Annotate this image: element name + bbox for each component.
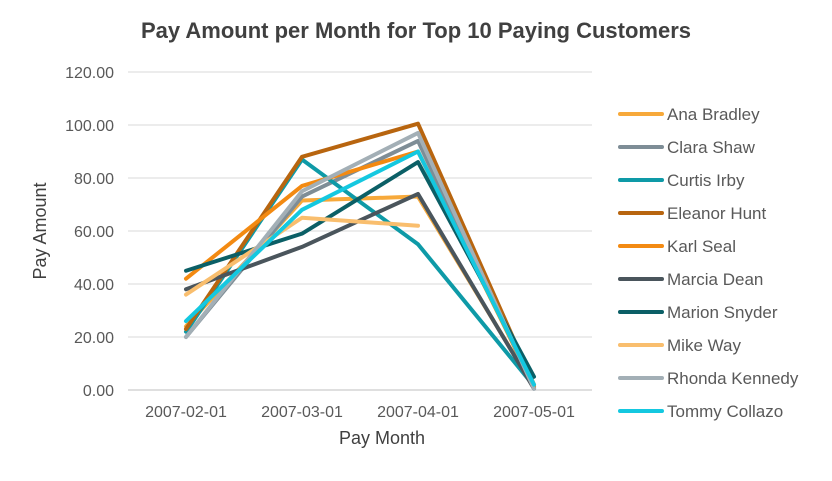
- y-tick-label: 60.00: [74, 224, 114, 241]
- legend-label: Mike Way: [667, 336, 741, 355]
- chart-title: Pay Amount per Month for Top 10 Paying C…: [141, 18, 691, 43]
- legend-label: Karl Seal: [667, 237, 736, 256]
- y-tick-label: 20.00: [74, 330, 114, 347]
- x-tick-label: 2007-03-01: [261, 404, 343, 421]
- x-tick-label: 2007-02-01: [145, 404, 227, 421]
- y-tick-label: 0.00: [83, 383, 114, 400]
- x-tick-label: 2007-04-01: [377, 404, 459, 421]
- legend: Ana Bradley Clara Shaw Curtis Irby Eleanor …: [618, 105, 799, 421]
- series-line: [184, 215, 420, 297]
- legend-label: Rhonda Kennedy: [667, 369, 799, 388]
- x-axis-label: Pay Month: [339, 428, 425, 448]
- x-tick-label: 2007-05-01: [493, 404, 575, 421]
- legend-label: Tommy Collazo: [667, 402, 783, 421]
- legend-label: Marion Snyder: [667, 303, 778, 322]
- legend-label: Marcia Dean: [667, 270, 763, 289]
- y-axis-tick-labels: 0.00 20.00 40.00 60.00 80.00 100.00 120.00: [65, 65, 114, 400]
- series-lines: [184, 121, 536, 391]
- y-tick-label: 40.00: [74, 277, 114, 294]
- legend-label: Eleanor Hunt: [667, 204, 767, 223]
- y-axis-label: Pay Amount: [30, 182, 50, 279]
- y-tick-label: 100.00: [65, 118, 114, 135]
- series-line: [184, 121, 536, 387]
- series-line: [184, 194, 536, 390]
- x-axis-tick-labels: 2007-02-01 2007-03-01 2007-04-01 2007-05-01: [145, 404, 575, 421]
- legend-label: Ana Bradley: [667, 105, 760, 124]
- y-tick-label: 120.00: [65, 65, 114, 82]
- gridlines: [128, 71, 592, 391]
- legend-label: Curtis Irby: [667, 171, 745, 190]
- series-line: [184, 149, 536, 387]
- y-tick-label: 80.00: [74, 171, 114, 188]
- legend-label: Clara Shaw: [667, 138, 756, 157]
